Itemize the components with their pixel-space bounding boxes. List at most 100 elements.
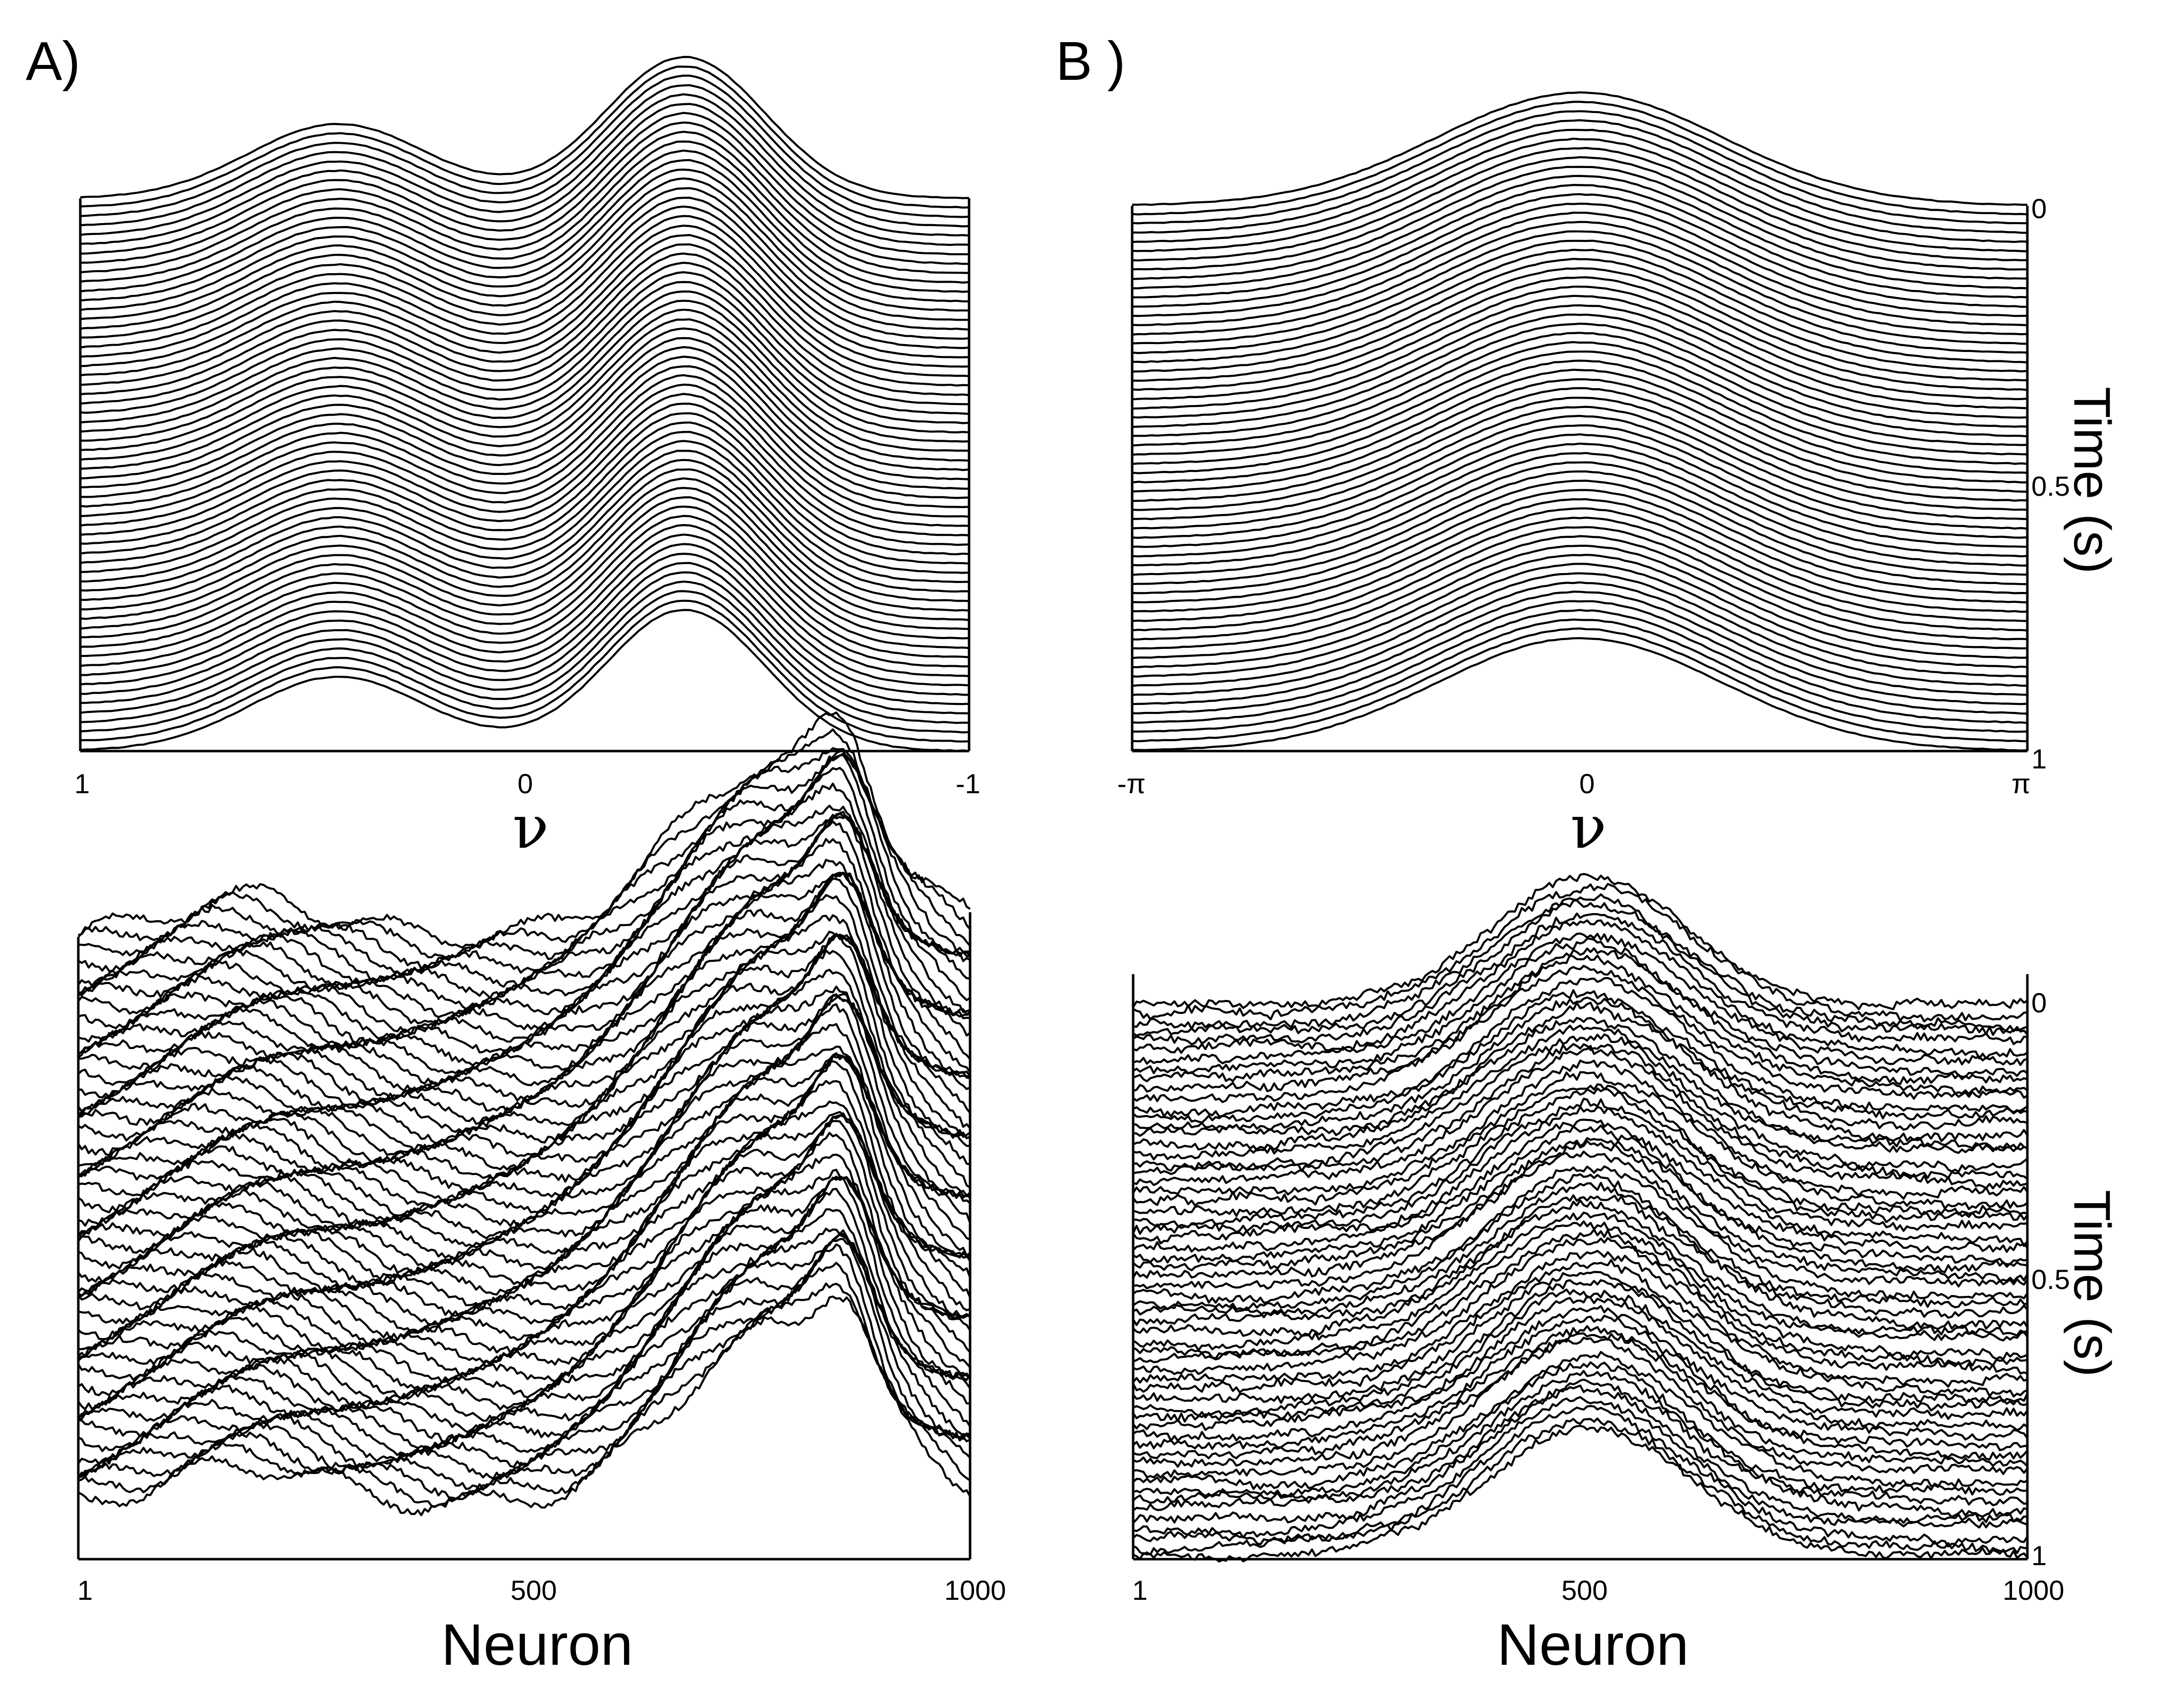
b-top-trace-8 [1132, 156, 2027, 271]
b-top-trace-7 [1132, 147, 2028, 262]
b-top-trace-59 [1132, 627, 2028, 743]
b-bottom-trace-41 [1132, 1250, 2028, 1388]
b-top-trace-47 [1132, 517, 2028, 632]
b-top-trace-10 [1132, 175, 2028, 290]
b-top-trace-20 [1132, 267, 2028, 382]
b-top-trace-46 [1132, 507, 2028, 622]
b-top-trace-49 [1132, 535, 2028, 649]
a-bottom-trace-39 [77, 1080, 971, 1318]
a-top-trace-35 [80, 374, 970, 518]
a-bottom-trace-33 [77, 1023, 971, 1259]
b-bottom-trace-59 [1133, 1417, 2028, 1556]
b-top-trace-5 [1132, 128, 2028, 243]
a-top-trace-7 [80, 112, 970, 255]
a-top-trace-30 [80, 327, 970, 471]
b-bottom-trace-33 [1132, 1173, 2028, 1311]
a-bottom-trace-45 [77, 1132, 971, 1376]
b-top-trace-44 [1132, 489, 2028, 604]
a-bottom-trace-27 [78, 969, 971, 1201]
a-bottom-trace-46 [77, 1153, 971, 1384]
a-bottom-trace-59 [78, 1282, 971, 1508]
b-bottom-xtick-1: 1 [1132, 1575, 1148, 1606]
b-top-trace-1 [1132, 91, 2028, 206]
b-bottom-trace-26 [1132, 1106, 2028, 1247]
b-bottom-trace-18 [1133, 1033, 2028, 1173]
b-bottom-trace-60 [1133, 1425, 2028, 1563]
a-top-xtick-0: 0 [517, 768, 533, 799]
b-top-trace-41 [1132, 461, 2028, 576]
b-top-trace-32 [1132, 378, 2028, 493]
a-top-trace-25 [80, 281, 970, 424]
b-bottom-trace-38 [1133, 1220, 2028, 1360]
b-top-xtick-negpi: -π [1117, 768, 1146, 799]
b-top-trace-19 [1132, 258, 2028, 373]
a-top-xtick-1: 1 [74, 768, 90, 799]
a-top-trace-55 [80, 562, 970, 705]
a-top-trace-44 [80, 459, 970, 602]
b-bottom-trace-28 [1133, 1124, 2028, 1266]
a-top-trace-54 [80, 552, 970, 696]
a-bottom-trace-21 [78, 914, 971, 1144]
b-top-trace-53 [1132, 572, 2028, 687]
b-top-trace-56 [1132, 600, 2028, 715]
b-top-trace-14 [1132, 211, 2028, 327]
b-bottom-trace-17 [1133, 1024, 2028, 1161]
b-top-trace-35 [1132, 406, 2028, 521]
b-bottom-trace-7 [1133, 933, 2028, 1066]
b-top-trace-34 [1132, 397, 2028, 511]
a-top-trace-6 [80, 103, 970, 246]
b-bottom-ylabel: Time (s) [2063, 1190, 2121, 1377]
b-top-xtick-pi: π [2012, 768, 2031, 799]
a-top-trace-27 [80, 299, 970, 443]
b-top-trace-12 [1132, 193, 2028, 308]
b-top-trace-13 [1132, 202, 2028, 317]
a-bottom-xtick-1000: 1000 [944, 1575, 1006, 1606]
b-top-trace-15 [1132, 221, 2028, 336]
a-top-trace-37 [80, 393, 970, 536]
b-top-ytick-1: 1 [2031, 743, 2047, 774]
b-top-trace-30 [1132, 359, 2028, 474]
a-top-trace-32 [80, 346, 970, 490]
b-top-trace-29 [1132, 351, 2028, 466]
a-top-trace-26 [80, 290, 970, 434]
a-top-trace-45 [80, 468, 970, 612]
a-top-trace-36 [80, 383, 970, 527]
a-top-trace-39 [80, 412, 970, 556]
b-top-trace-58 [1132, 618, 2028, 733]
a-bottom-trace-29 [77, 993, 971, 1217]
a-top-trace-50 [80, 515, 970, 658]
b-bottom-trace-42 [1132, 1259, 2028, 1398]
b-bottom-trace-53 [1133, 1361, 2028, 1498]
b-bottom-trace-20 [1133, 1045, 2028, 1190]
a-top-trace-52 [80, 533, 970, 677]
a-bottom-trace-52 [78, 1208, 971, 1443]
a-bottom-trace-1 [77, 711, 971, 949]
a-top-trace-1 [80, 56, 970, 199]
a-bottom-trace-14 [77, 838, 971, 1074]
b-bottom-trace-46 [1132, 1295, 2028, 1431]
b-bottom-xtick-500: 500 [1561, 1575, 1608, 1606]
a-bottom-trace-10 [78, 813, 971, 1035]
b-bottom-trace-15 [1133, 1001, 2028, 1142]
b-bottom-trace-27 [1132, 1118, 2028, 1254]
a-bottom-trace-40 [77, 1100, 971, 1327]
a-top-trace-11 [80, 149, 970, 293]
a-top-trace-43 [80, 450, 970, 593]
b-bottom-trace-13 [1132, 989, 2028, 1124]
b-bottom-trace-21 [1132, 1059, 2028, 1200]
b-bottom-trace-35 [1132, 1194, 2028, 1330]
b-top-trace-27 [1132, 332, 2028, 447]
b-top-trace-2 [1132, 101, 2028, 216]
b-top-trace-55 [1132, 590, 2028, 705]
b-bottom-trace-49 [1133, 1325, 2028, 1461]
a-bottom-trace-34 [77, 1046, 971, 1268]
b-bottom-trace-24 [1133, 1087, 2028, 1229]
b-top-trace-37 [1132, 424, 2028, 539]
panel-label-b: B ) [1056, 31, 1126, 92]
a-top-trace-34 [80, 365, 970, 508]
a-top-trace-29 [80, 318, 970, 462]
b-top-xlabel: ν [1570, 793, 1607, 862]
b-bottom-trace-37 [1132, 1211, 2028, 1351]
b-bottom-trace-54 [1132, 1370, 2028, 1507]
b-bottom-trace-8 [1132, 937, 2028, 1078]
